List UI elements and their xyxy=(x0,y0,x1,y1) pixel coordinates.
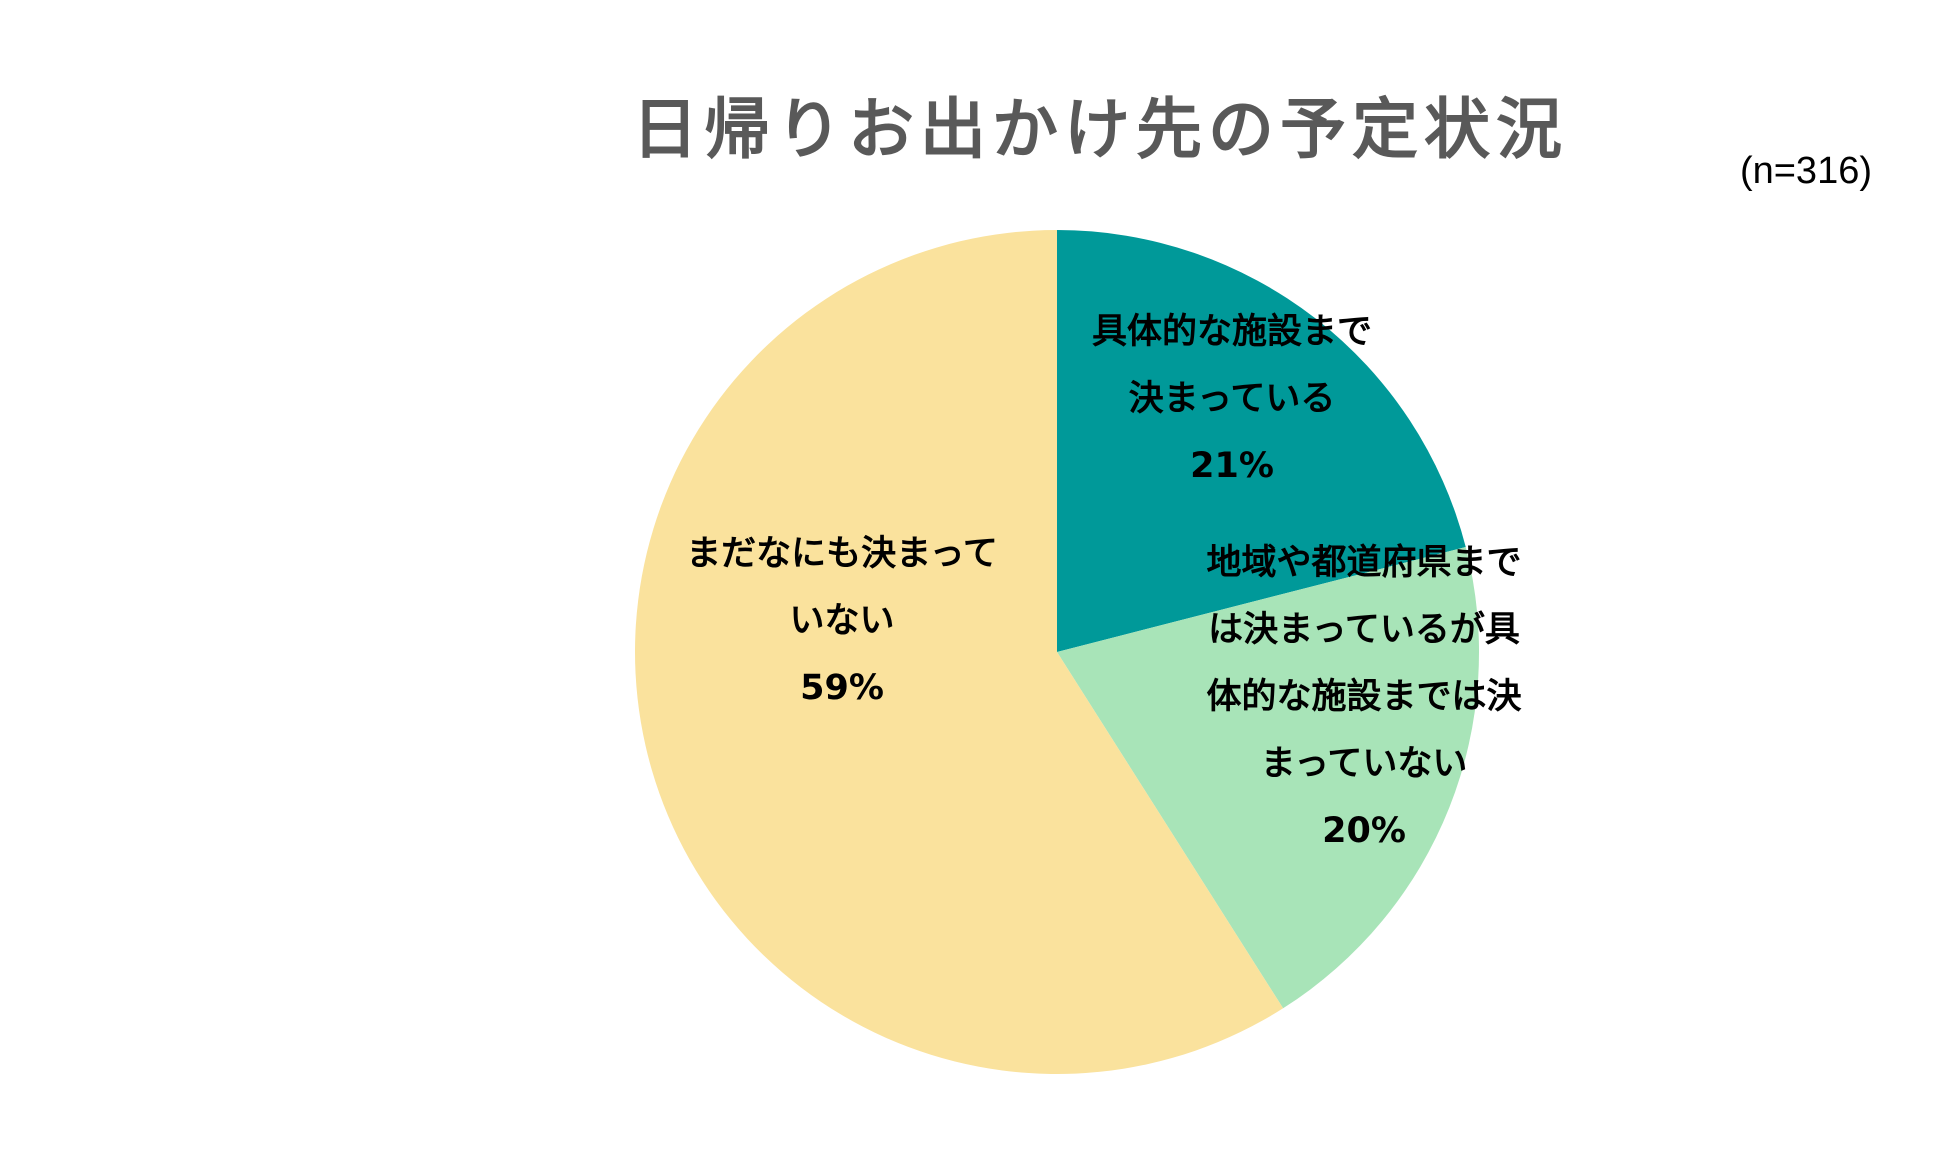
sample-size-note: (n=316) xyxy=(1739,150,1872,192)
slice-category-label-1: まっていない xyxy=(1261,744,1468,784)
slice-value-label-0: 21% xyxy=(1190,446,1274,486)
slice-nothing-decided xyxy=(635,230,1284,1074)
slice-value-label-1: 20% xyxy=(1322,811,1406,851)
chart-title: 日帰りお出かけ先の予定状況 xyxy=(632,91,1568,168)
slice-category-label-1: 地域や都道府県まで xyxy=(1206,542,1521,583)
slice-category-label-0: 具体的な施設まで xyxy=(1092,312,1372,352)
slice-category-label-2: まだなにも決まって xyxy=(686,534,998,574)
slice-category-label-1: 体的な施設までは決 xyxy=(1206,677,1521,717)
slice-category-label-0: 決まっている xyxy=(1129,379,1336,419)
slice-region-decided xyxy=(1057,547,1479,1009)
slice-value-label-2: 59% xyxy=(800,668,884,708)
slice-specific-facility xyxy=(1057,230,1466,652)
slice-category-label-1: は決まっているが具 xyxy=(1208,610,1520,650)
slice-category-label-2: いない xyxy=(789,601,894,641)
